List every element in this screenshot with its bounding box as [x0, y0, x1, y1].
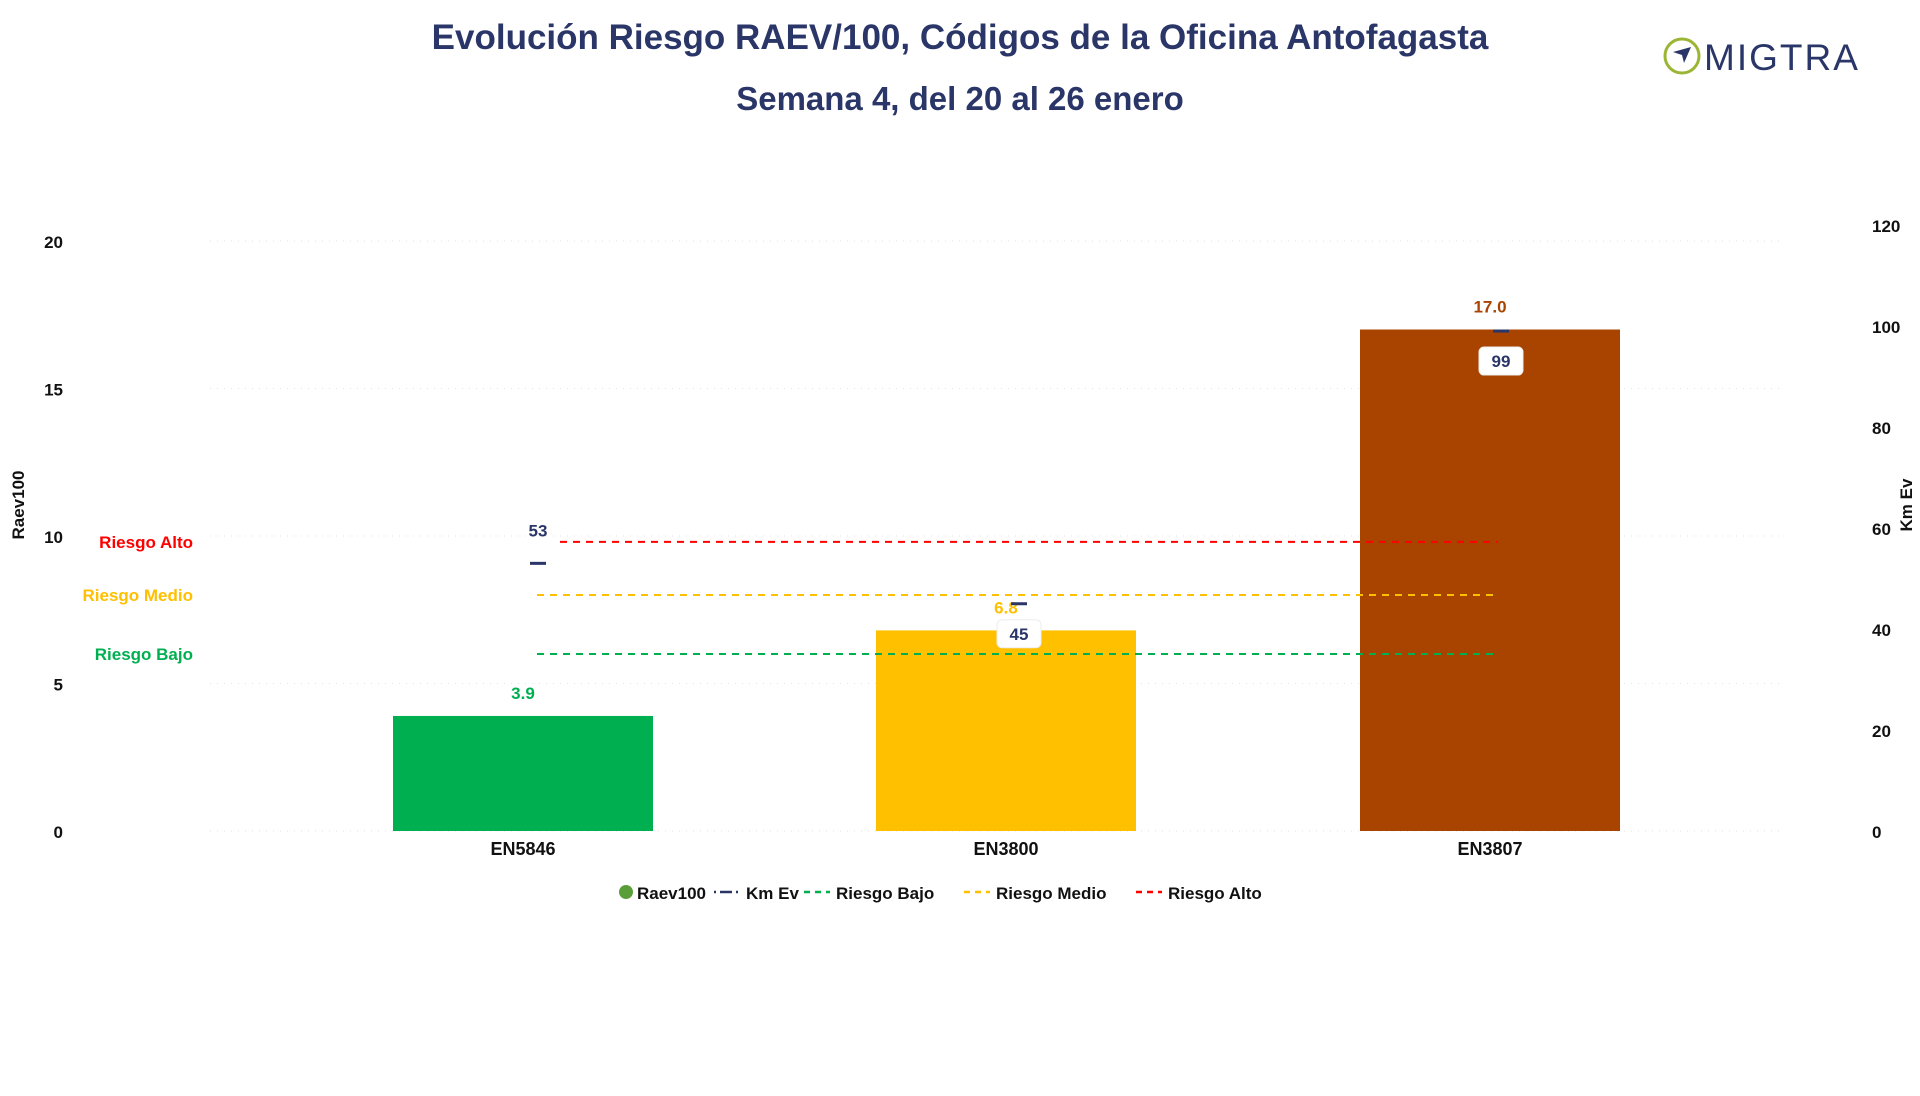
migtra-logo: MIGTRA: [1663, 37, 1860, 78]
y-right-tick-label: 60: [1872, 520, 1891, 539]
y-left-tick-label: 10: [44, 528, 63, 547]
legend-item-label: Riesgo Medio: [996, 884, 1107, 903]
bar-raev100: [876, 630, 1136, 831]
bar-data-label: 3.9: [511, 684, 535, 703]
legend-item-label: Riesgo Alto: [1168, 884, 1262, 903]
km-ev-data-label: 99: [1492, 352, 1511, 371]
bar-raev100: [1360, 329, 1620, 831]
bar-data-label: 6.8: [994, 598, 1018, 617]
chart-title: Evolución Riesgo RAEV/100, Códigos de la…: [431, 18, 1489, 57]
y-left-tick-label: 0: [54, 823, 63, 842]
km-ev-label-box: [996, 619, 1042, 649]
legend-item-label: Riesgo Bajo: [836, 884, 934, 903]
y-right-tick-label: 100: [1872, 318, 1900, 337]
x-tick-label: EN3800: [973, 839, 1038, 859]
y-right-tick-label: 20: [1872, 722, 1891, 741]
km-ev-data-label: 53: [529, 521, 548, 540]
y-left-axis-label: Raev100: [9, 470, 28, 539]
logo-ring-icon: [1663, 37, 1701, 75]
y-left-tick-label: 20: [44, 233, 63, 252]
y-right-tick-label: 0: [1872, 823, 1881, 842]
bar-raev100: [393, 715, 653, 831]
reference-label-riesgo-medio: Riesgo Medio: [82, 586, 193, 605]
y-left-tick-label: 5: [54, 676, 63, 695]
x-tick-label: EN3807: [1457, 839, 1522, 859]
logo-text: MIGTRA: [1704, 37, 1860, 78]
y-right-tick-label: 120: [1872, 217, 1900, 236]
y-right-tick-label: 80: [1872, 419, 1891, 438]
reference-label-riesgo-bajo: Riesgo Bajo: [95, 645, 193, 664]
legend-item-label: Km Ev: [746, 884, 799, 903]
km-ev-label-box: [1478, 346, 1524, 376]
km-ev-data-label: 45: [1010, 625, 1029, 644]
x-tick-label: EN5846: [490, 839, 555, 859]
y-right-axis-label: Km Ev: [1897, 478, 1916, 531]
reference-label-riesgo-alto: Riesgo Alto: [99, 533, 193, 552]
logo-arrow-icon: [1673, 47, 1691, 63]
y-left-tick-label: 15: [44, 381, 63, 400]
bar-data-label: 17.0: [1473, 298, 1506, 317]
legend-marker-raev100: [619, 885, 633, 899]
y-right-tick-label: 40: [1872, 621, 1891, 640]
legend-item-label: Raev100: [637, 884, 706, 903]
chart-subtitle: Semana 4, del 20 al 26 enero: [736, 80, 1184, 117]
